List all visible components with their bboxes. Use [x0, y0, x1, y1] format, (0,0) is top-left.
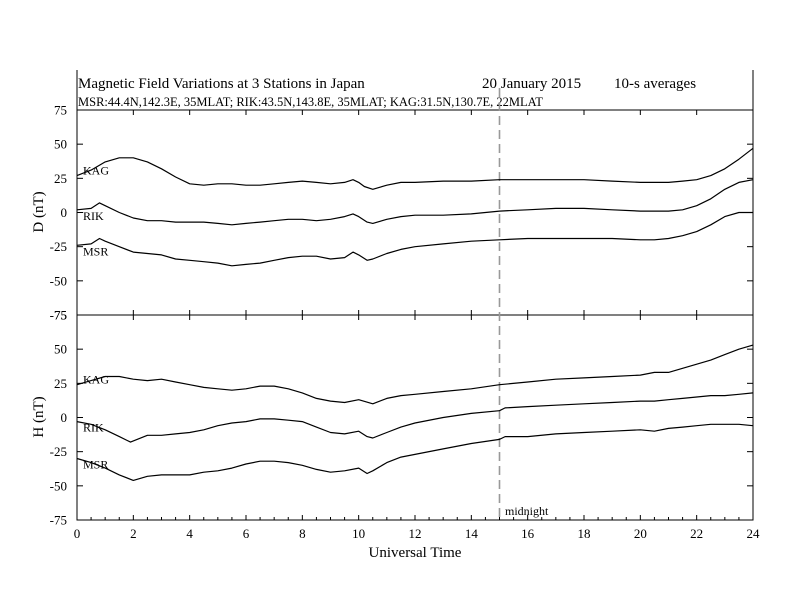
series-line-h-rik: [76, 392, 754, 443]
x-tick-label: 12: [409, 526, 422, 541]
chart-title: Magnetic Field Variations at 3 Stations …: [78, 76, 365, 92]
y-tick-label: 0: [61, 205, 68, 220]
y-tick-label: -50: [50, 478, 67, 493]
x-tick-label: 4: [186, 526, 193, 541]
x-tick-label: 8: [299, 526, 306, 541]
y-tick-label: -75: [50, 308, 67, 323]
x-tick-label: 14: [465, 526, 479, 541]
y-tick-label: -50: [50, 273, 67, 288]
chart-date: 20 January 2015: [482, 76, 581, 92]
x-tick-label: 24: [747, 526, 761, 541]
chart-averaging-note: 10-s averages: [614, 76, 696, 92]
midnight-label: midnight: [505, 504, 549, 518]
h-panel-y-axis-title: H (nT): [31, 396, 47, 437]
series-label-rik: RIK: [83, 209, 104, 223]
x-tick-label: 10: [352, 526, 365, 541]
y-tick-label: -25: [50, 239, 67, 254]
x-tick-label: 16: [521, 526, 535, 541]
series-line-h-kag: [76, 344, 754, 405]
x-tick-label: 20: [634, 526, 647, 541]
y-tick-label: 75: [54, 308, 67, 323]
series-label-kag: KAG: [83, 164, 109, 178]
y-tick-label: 50: [54, 342, 67, 357]
y-tick-label: 75: [54, 103, 67, 118]
x-tick-label: 22: [690, 526, 703, 541]
series-label-rik: RIK: [83, 421, 104, 435]
series-label-kag: KAG: [83, 373, 109, 387]
series-line-d-kag: [76, 147, 754, 190]
x-tick-label: 18: [578, 526, 591, 541]
x-tick-label: 2: [130, 526, 137, 541]
x-tick-label: 0: [74, 526, 81, 541]
plot-layer: 0 2 4 6 8 10 12 14 16 18 20 22 247550250-25-50-75KAG…: [50, 70, 760, 541]
d-panel-y-axis-title: D (nT): [31, 191, 47, 232]
series-label-msr: MSR: [83, 244, 108, 258]
x-axis-title: Universal Time: [369, 545, 462, 561]
series-line-d-msr: [76, 211, 753, 267]
station-coordinates: MSR:44.4N,142.3E, 35MLAT; RIK:43.5N,143.…: [78, 95, 543, 109]
y-tick-label: 25: [54, 376, 67, 391]
y-tick-label: 50: [54, 137, 67, 152]
y-tick-label: 0: [61, 410, 68, 425]
y-tick-label: -25: [50, 444, 67, 459]
y-tick-label: -75: [50, 513, 67, 528]
x-tick-label: 6: [243, 526, 250, 541]
series-line-d-rik: [76, 179, 754, 226]
y-tick-label: 25: [54, 171, 67, 186]
series-label-msr: MSR: [83, 458, 108, 472]
series-line-h-msr: [76, 423, 754, 481]
